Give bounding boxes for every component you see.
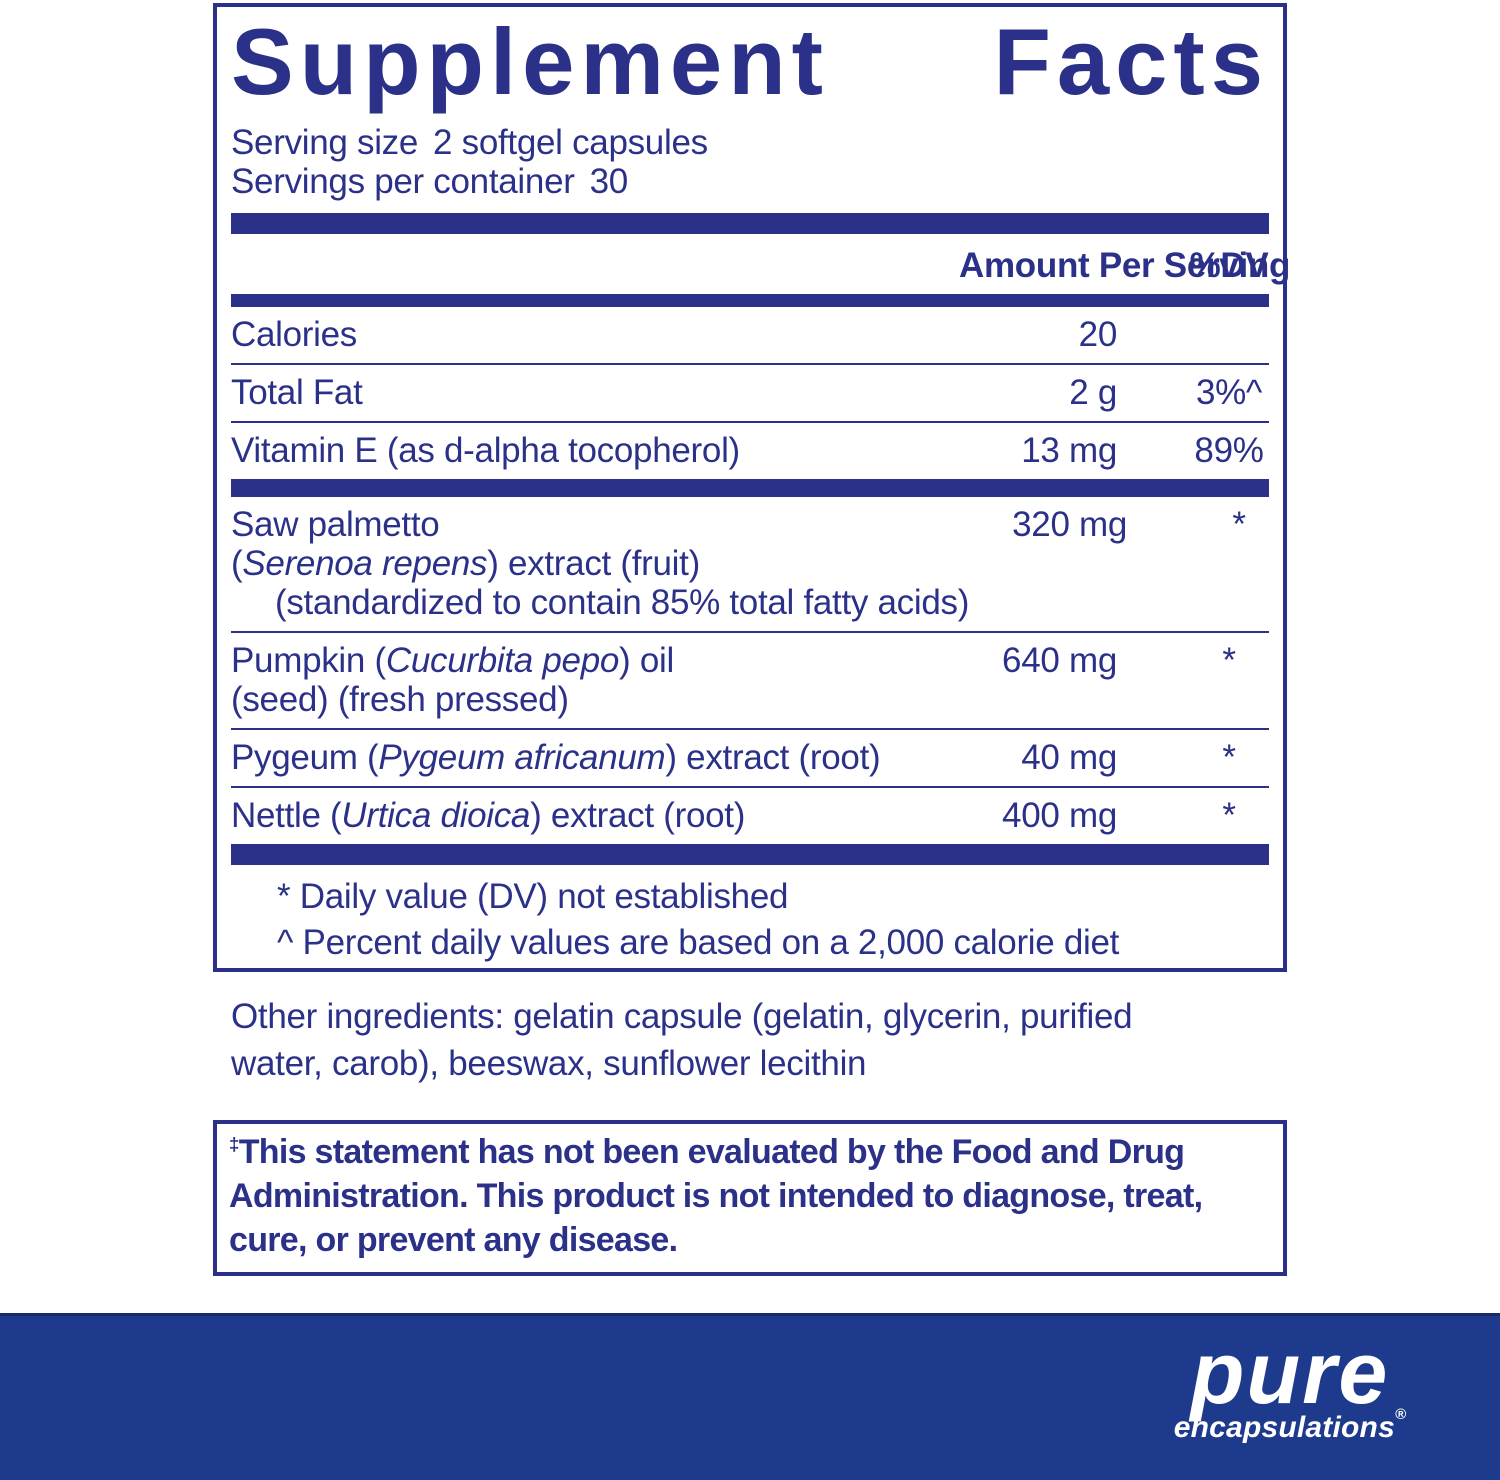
facts-title-word-left: Supplement [231,9,829,114]
brand-logo: pure encapsulations® [1165,1323,1415,1444]
table-row: Pygeum (Pygeum africanum) extract (root)… [231,728,1269,786]
nutrient-amount: 2 g [1069,373,1117,412]
fda-statement-line: cure, or prevent any disease. [229,1221,678,1259]
nutrient-amount: 40 mg [1021,738,1117,777]
nutrient-dv: * [1222,796,1236,835]
serving-info: Serving size 2 softgel capsules Servings … [231,123,1269,201]
serving-size-label: Serving size [231,123,419,162]
footnotes: * Daily value (DV) not established ^ Perc… [231,865,1269,963]
facts-title-word-right: Facts [993,9,1269,114]
facts-rows: Calories 20 Total Fat 2 g 3%^ Vitamin E (as d… [231,294,1269,844]
table-row: Pumpkin (Cucurbita pepo) oil (seed) (fres… [231,631,1269,728]
supplement-facts-panel: Supplement Facts Serving size 2 softgel c… [213,3,1291,972]
table-row: Nettle (Urtica dioica) extract (root) 400… [231,786,1269,844]
encapsulations-wordmark: encapsulations® [1173,1406,1407,1444]
servings-per-container-line: Servings per container 30 [231,162,1269,201]
other-ingredients: Other ingredients: gelatin capsule (gela… [231,993,1291,1087]
nutrient-name: Nettle (Urtica dioica) extract (root) [231,796,746,835]
footnote: * Daily value (DV) not established [277,877,789,916]
nutrient-amount: 400 mg [1002,796,1117,835]
nutrient-name: Pumpkin (Cucurbita pepo) oil (seed) (fres… [231,641,674,719]
nutrient-dv: * [1222,641,1236,680]
nutrient-dv: 89% [1194,431,1264,470]
servings-per-container-value: 30 [589,162,629,201]
nutrient-dv [1189,315,1269,354]
nutrient-dv: * [1232,505,1246,544]
pure-wordmark: pure [1190,1323,1390,1422]
nutrient-name: Saw palmetto (Serenoa repens) extract (fr… [231,505,970,622]
serving-size-line: Serving size 2 softgel capsules [231,123,1269,162]
other-ingredients-line: water, carob), beeswax, sunflower lecith… [231,1044,867,1083]
table-row: Total Fat 2 g 3%^ [231,363,1269,421]
table-row: Vitamin E (as d-alpha tocopherol) 13 mg 89… [231,421,1269,479]
fda-statement-line: Administration. This product is not inte… [229,1177,1203,1215]
other-ingredients-line: Other ingredients: gelatin capsule (gela… [231,997,1133,1036]
brand-band [0,1313,1500,1480]
fda-statement-box: ‡This statement has not been evaluated b… [213,1120,1287,1276]
nutrient-amount: 13 mg [1021,431,1117,470]
nutrient-name: Vitamin E (as d-alpha tocopherol) [231,431,740,470]
nutrient-name: Calories [231,315,357,354]
facts-title: Supplement Facts [231,15,1269,109]
thick-divider-bar [231,213,1269,234]
servings-per-container-label: Servings per container [231,162,575,201]
table-row: Saw palmetto (Serenoa repens) extract (fr… [231,497,1269,631]
table-row: Calories 20 [231,307,1269,363]
nutrient-dv: 3%^ [1195,373,1263,412]
fda-statement-line: This statement has not been evaluated by… [238,1133,1185,1171]
header-divider-bar [231,294,1269,307]
nutrient-name: Pygeum (Pygeum africanum) extract (root) [231,738,881,777]
double-dagger-mark: ‡ [229,1133,239,1155]
nutrient-amount: 640 mg [1002,641,1117,680]
nutrient-name: Total Fat [231,373,363,412]
amount-column-header: Amount Per Serving [959,246,1291,285]
dv-column-header: %DV [1189,246,1269,285]
facts-header-row: Amount Per Serving %DV [231,234,1291,294]
serving-size-value: 2 softgel capsules [433,123,708,162]
nutrient-dv: * [1222,738,1236,777]
registered-trademark-icon: ® [1394,1406,1407,1423]
section-divider-bar [231,479,1269,497]
nutrient-amount: 320 mg [1012,505,1128,544]
thick-divider-bar [231,844,1269,865]
footnote: ^ Percent daily values are based on a 2,… [277,923,1120,962]
nutrient-amount: 20 [1078,315,1118,354]
